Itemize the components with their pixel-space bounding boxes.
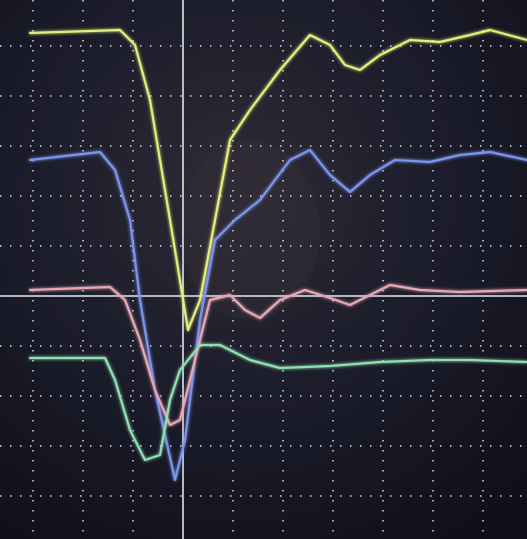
oscilloscope-photo (0, 0, 527, 539)
page (0, 0, 527, 539)
